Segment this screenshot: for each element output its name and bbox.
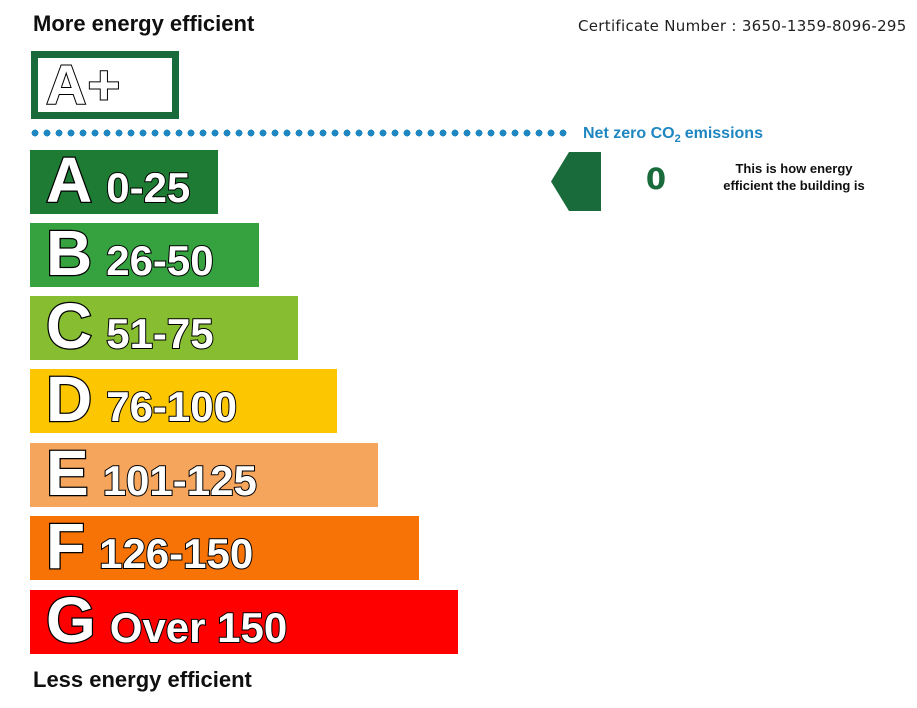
band-letter: D bbox=[45, 363, 94, 436]
rating-band-f: F 126-150 bbox=[30, 510, 419, 583]
band-range: 51-75 bbox=[105, 310, 214, 357]
current-rating-value: 0 bbox=[645, 162, 667, 196]
rating-band-a: A 0-25 bbox=[30, 144, 218, 217]
band-letter: C bbox=[45, 290, 94, 363]
a-plus-band: A+ bbox=[31, 51, 179, 119]
rating-band-g: G Over 150 bbox=[30, 584, 458, 657]
band-range: 0-25 bbox=[105, 164, 191, 211]
net-zero-dotted-line bbox=[31, 129, 569, 137]
band-letter: B bbox=[45, 217, 94, 290]
rating-band-c: C 51-75 bbox=[30, 290, 298, 363]
net-zero-text-suffix: emissions bbox=[684, 125, 763, 142]
band-letter: F bbox=[45, 510, 87, 583]
band-range: 76-100 bbox=[105, 383, 238, 430]
more-efficient-label: More energy efficient bbox=[33, 11, 255, 36]
less-efficient-label: Less energy efficient bbox=[33, 667, 252, 692]
certificate-number: Certificate Number : 3650-1359-8096-295 bbox=[578, 17, 907, 35]
rating-band-e: E 101-125 bbox=[30, 437, 378, 510]
co2-subscript: 2 bbox=[674, 133, 681, 146]
indicator-caption: This is how energy efficient the buildin… bbox=[723, 161, 865, 193]
rating-band-d: D 76-100 bbox=[30, 363, 337, 436]
net-zero-text-prefix: Net zero CO bbox=[583, 125, 675, 142]
a-plus-label: A+ bbox=[45, 53, 122, 116]
band-letter: E bbox=[45, 437, 90, 510]
net-zero-label: Net zero CO2 emissions bbox=[583, 125, 763, 145]
band-range: Over 150 bbox=[109, 604, 288, 651]
band-range: 126-150 bbox=[98, 530, 254, 577]
band-range: 26-50 bbox=[105, 237, 214, 284]
band-letter: G bbox=[45, 584, 97, 657]
band-range: 101-125 bbox=[102, 457, 258, 504]
current-rating-arrow-icon bbox=[551, 152, 601, 211]
band-letter: A bbox=[45, 144, 94, 217]
rating-band-b: B 26-50 bbox=[30, 217, 259, 290]
